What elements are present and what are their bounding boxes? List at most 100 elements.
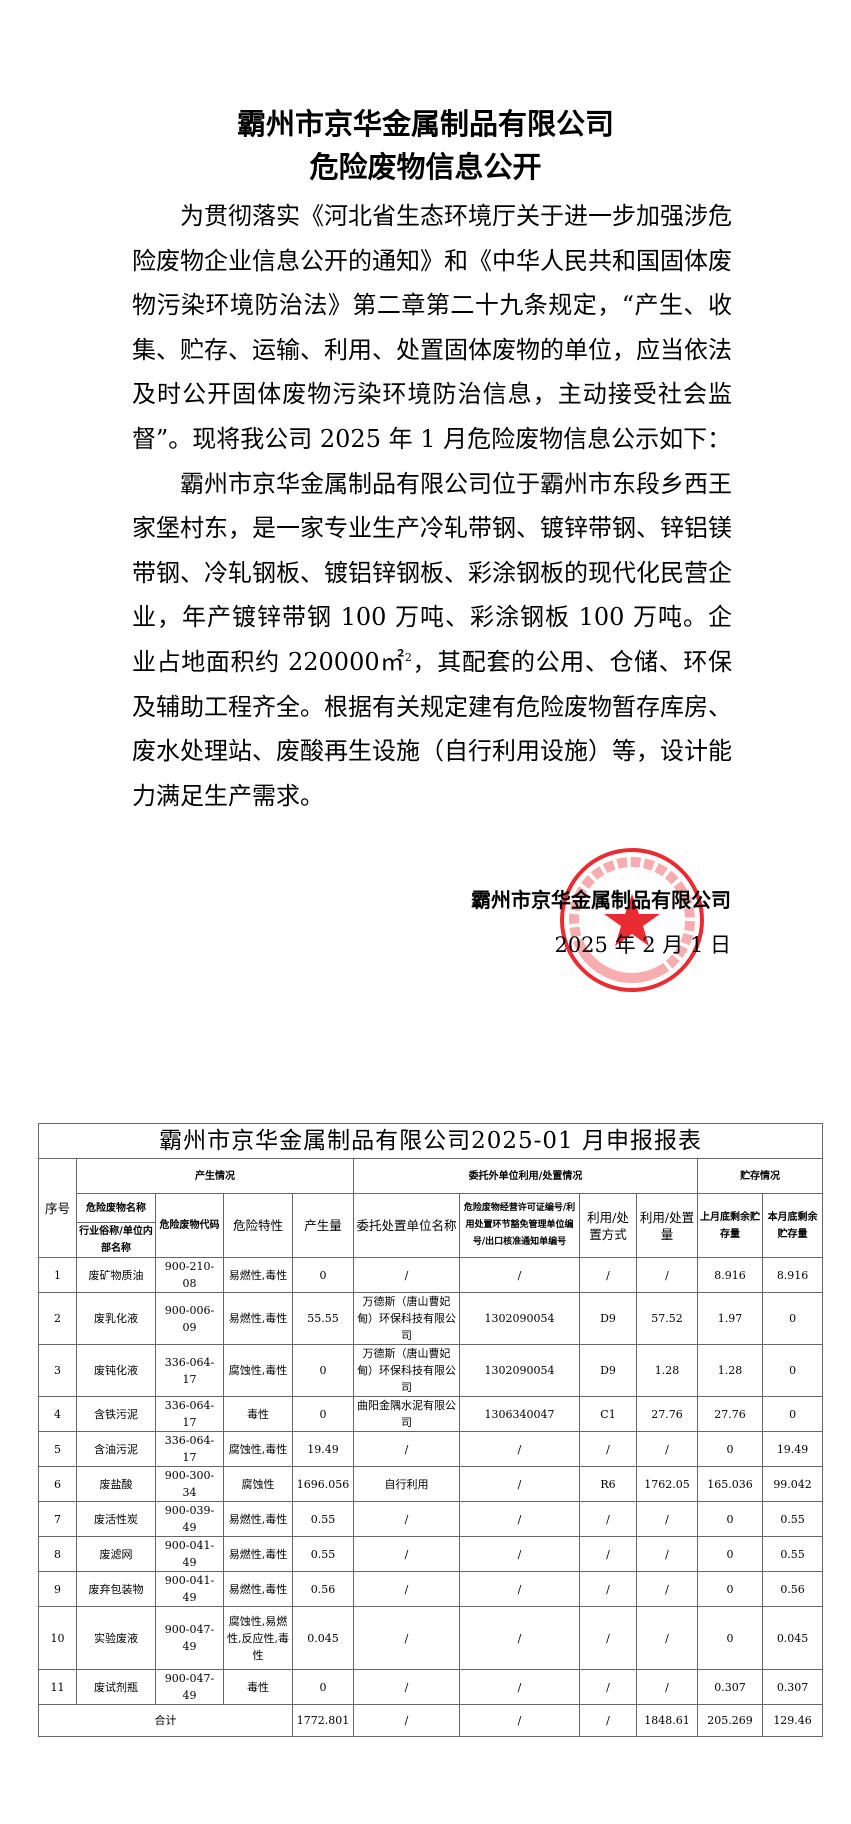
cell-method: C1 bbox=[579, 1396, 637, 1432]
cell-amount: 0 bbox=[292, 1257, 354, 1293]
total-method: / bbox=[579, 1704, 637, 1737]
cell-license: 1302090054 bbox=[459, 1292, 580, 1345]
cell-disposal-unit: 曲阳金隅水泥有限公司 bbox=[353, 1396, 460, 1432]
cell-prev-stock: 8.916 bbox=[697, 1257, 763, 1293]
table-row: 10 实验废液 900-047-49 腐蚀性,易燃性,反应性,毒性 0.045// //0… bbox=[38, 1606, 824, 1670]
cell-waste-code: 900-047-49 bbox=[155, 1606, 224, 1670]
cell-waste-code: 900-041-49 bbox=[155, 1536, 224, 1572]
signature-company: 霸州市京华金属制品有限公司 bbox=[471, 888, 731, 912]
cell-waste-name: 废乳化液 bbox=[76, 1292, 156, 1345]
header-seq: 序号 bbox=[38, 1158, 77, 1258]
cell-prev-stock: 27.76 bbox=[697, 1396, 763, 1432]
cell-license: / bbox=[459, 1669, 580, 1705]
total-row: 合计 1772.801 / / / 1848.61 205.269 129.46 bbox=[38, 1704, 824, 1737]
cell-amount: 0 bbox=[292, 1344, 354, 1397]
total-prev-stock: 205.269 bbox=[697, 1704, 763, 1737]
cell-method: / bbox=[579, 1571, 637, 1607]
table-row: 2 废乳化液 900-006-09 易燃性,毒性 55.55 万德斯（唐山曹妃甸）环保科技… bbox=[38, 1292, 824, 1345]
cell-waste-name: 实验废液 bbox=[76, 1606, 156, 1670]
cell-cur-stock: 0 bbox=[761, 1344, 824, 1397]
cell-seq: 6 bbox=[38, 1466, 77, 1502]
cell-prev-stock: 0 bbox=[697, 1431, 763, 1467]
cell-method: / bbox=[579, 1431, 637, 1467]
total-cur-stock: 129.46 bbox=[761, 1704, 824, 1737]
table-row: 4 含铁污泥 336-064-17 毒性 0 曲阳金隅水泥有限公司 1306340047 C1… bbox=[38, 1396, 824, 1432]
company-seal-stamp bbox=[560, 848, 704, 992]
header-waste-code: 危险废物代码 bbox=[155, 1193, 224, 1258]
cell-method: D9 bbox=[579, 1344, 637, 1397]
cell-disposed: 27.76 bbox=[636, 1396, 698, 1432]
title-subject: 危险废物信息公开 bbox=[309, 150, 542, 184]
cell-license: / bbox=[459, 1501, 580, 1537]
cell-amount: 0.55 bbox=[292, 1536, 354, 1572]
cell-hazard: 毒性 bbox=[223, 1669, 293, 1705]
cell-hazard: 易燃性,毒性 bbox=[223, 1501, 293, 1537]
cell-prev-stock: 0 bbox=[697, 1536, 763, 1572]
cell-disposed: 1.28 bbox=[636, 1344, 698, 1397]
cell-disposed: / bbox=[636, 1571, 698, 1607]
cell-seq: 10 bbox=[38, 1606, 77, 1670]
cell-disposal-unit: 万德斯（唐山曹妃甸）环保科技有限公司 bbox=[353, 1292, 460, 1345]
cell-waste-code: 900-041-49 bbox=[155, 1571, 224, 1607]
cell-amount: 0.55 bbox=[292, 1501, 354, 1537]
cell-seq: 3 bbox=[38, 1344, 77, 1397]
cell-disposal-unit: 自行利用 bbox=[353, 1466, 460, 1502]
cell-license: / bbox=[459, 1536, 580, 1572]
cell-prev-stock: 1.97 bbox=[697, 1292, 763, 1345]
cell-cur-stock: 0 bbox=[761, 1396, 824, 1432]
cell-hazard: 腐蚀性,毒性 bbox=[223, 1344, 293, 1397]
cell-amount: 55.55 bbox=[292, 1292, 354, 1345]
cell-waste-code: 900-300-34 bbox=[155, 1466, 224, 1502]
cell-disposal-unit: / bbox=[353, 1257, 460, 1293]
cell-cur-stock: 0.55 bbox=[761, 1501, 824, 1537]
cell-waste-code: 900-047-49 bbox=[155, 1669, 224, 1705]
cell-cur-stock: 0.56 bbox=[761, 1571, 824, 1607]
cell-disposal-unit: / bbox=[353, 1606, 460, 1670]
cell-waste-name: 含铁污泥 bbox=[76, 1396, 156, 1432]
cell-amount: 19.49 bbox=[292, 1431, 354, 1467]
cell-license: 1306340047 bbox=[459, 1396, 580, 1432]
cell-disposal-unit: / bbox=[353, 1536, 460, 1572]
cell-prev-stock: 0 bbox=[697, 1501, 763, 1537]
cell-cur-stock: 0.307 bbox=[761, 1669, 824, 1705]
cell-cur-stock: 0.045 bbox=[761, 1606, 824, 1670]
cell-prev-stock: 165.036 bbox=[697, 1466, 763, 1502]
cell-waste-name: 含油污泥 bbox=[76, 1431, 156, 1467]
cell-method: / bbox=[579, 1606, 637, 1670]
cell-disposed: / bbox=[636, 1669, 698, 1705]
cell-disposal-unit: / bbox=[353, 1431, 460, 1467]
cell-license: / bbox=[459, 1257, 580, 1293]
cell-waste-code: 900-039-49 bbox=[155, 1501, 224, 1537]
cell-seq: 4 bbox=[38, 1396, 77, 1432]
signature-date: 2025 年 2 月 1 日 bbox=[554, 933, 731, 957]
cell-hazard: 毒性 bbox=[223, 1396, 293, 1432]
monthly-report-table: 霸州市京华金属制品有限公司2025-01 月申报报表 序号 产生情况 委托外单位… bbox=[37, 1123, 824, 1737]
total-license: / bbox=[459, 1704, 580, 1737]
cell-prev-stock: 0.307 bbox=[697, 1669, 763, 1705]
cell-disposal-unit: 万德斯（唐山曹妃甸）环保科技有限公司 bbox=[353, 1344, 460, 1397]
cell-prev-stock: 0 bbox=[697, 1606, 763, 1670]
total-label: 合计 bbox=[38, 1704, 293, 1737]
cell-waste-name: 废钝化液 bbox=[76, 1344, 156, 1397]
cell-license: / bbox=[459, 1431, 580, 1467]
cell-amount: 0 bbox=[292, 1669, 354, 1705]
table-row: 7 废活性炭 900-039-49 易燃性,毒性 0.55// //0 0.55 bbox=[38, 1501, 824, 1537]
header-prev-stock: 上月底剩余贮存量 bbox=[697, 1193, 763, 1258]
table-row: 3 废钝化液 336-064-17 腐蚀性,毒性 0 万德斯（唐山曹妃甸）环保科技有限公司… bbox=[38, 1344, 824, 1397]
table-row: 6 废盐酸 900-300-34 腐蚀性 1696.056 自行利用 / R6 1762.05 1… bbox=[38, 1466, 824, 1502]
cell-waste-name: 废盐酸 bbox=[76, 1466, 156, 1502]
cell-waste-name: 废滤网 bbox=[76, 1536, 156, 1572]
cell-seq: 11 bbox=[38, 1669, 77, 1705]
paragraph-1: 为贯彻落实《河北省生态环境厅关于进一步加强涉危险废物企业信息公开的通知》和《中华… bbox=[132, 202, 732, 453]
cell-seq: 9 bbox=[38, 1571, 77, 1607]
header-group-entrusted: 委托外单位利用/处置情况 bbox=[353, 1158, 698, 1194]
cell-disposed: / bbox=[636, 1501, 698, 1537]
header-waste-alias: 行业俗称/单位内部名称 bbox=[76, 1222, 156, 1258]
header-method: 利用/处置方式 bbox=[579, 1193, 637, 1258]
superscript: 2 bbox=[404, 650, 412, 664]
seal-star-icon bbox=[604, 894, 660, 946]
cell-hazard: 易燃性,毒性 bbox=[223, 1257, 293, 1293]
body-text: 为贯彻落实《河北省生态环境厅关于进一步加强涉危险废物企业信息公开的通知》和《中华… bbox=[132, 194, 732, 818]
cell-method: / bbox=[579, 1536, 637, 1572]
paragraph-2: 霸州市京华金属制品有限公司位于霸州市东段乡西王家堡村东，是一家专业生产冷轧带钢、… bbox=[132, 462, 732, 819]
